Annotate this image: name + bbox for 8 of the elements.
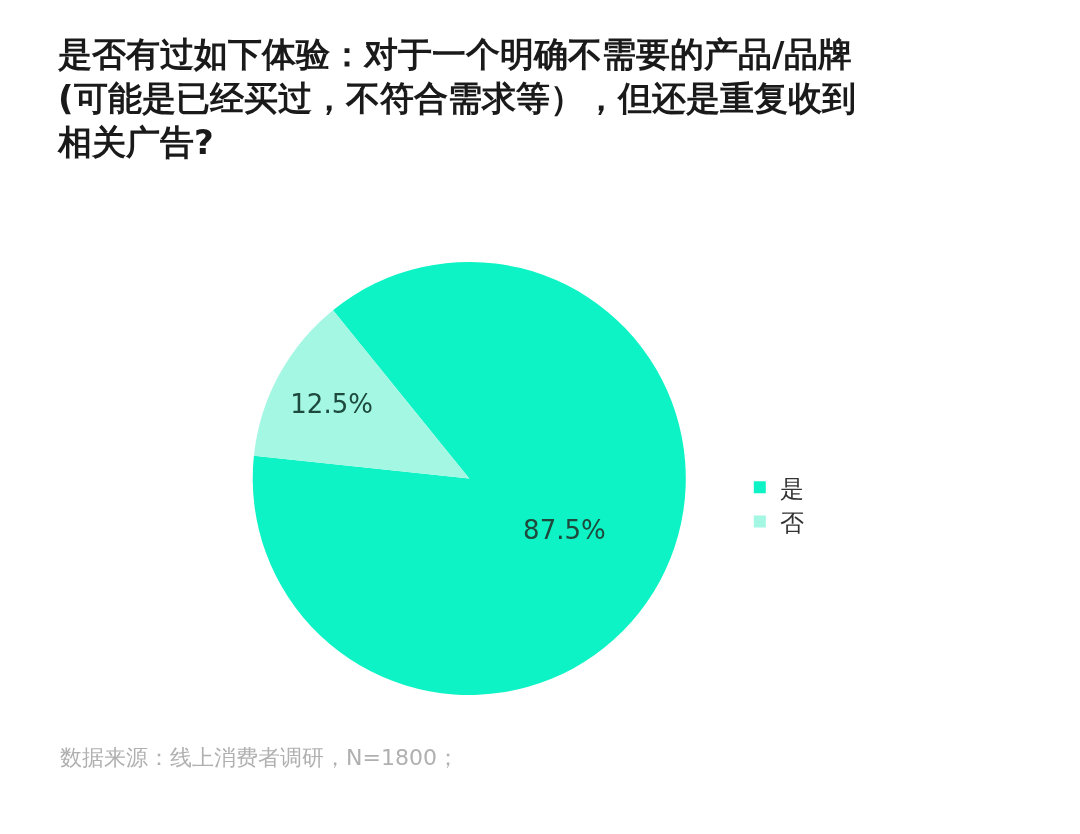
source-note: 数据来源：线上消费者调研，N=1800； [60, 745, 459, 770]
chart-title: 是否有过如下体验：对于一个明确不需要的产品/品牌(可能是已经买过，不符合需求等），但还是重复收到相关广告? [57, 34, 856, 163]
pie-slice [252, 262, 686, 695]
legend-label: 是 [779, 474, 804, 503]
data-label: 12.5% [290, 388, 373, 419]
legend-label: 否 [779, 508, 804, 537]
pie-slice [253, 310, 470, 479]
data-label: 87.5% [523, 515, 606, 546]
